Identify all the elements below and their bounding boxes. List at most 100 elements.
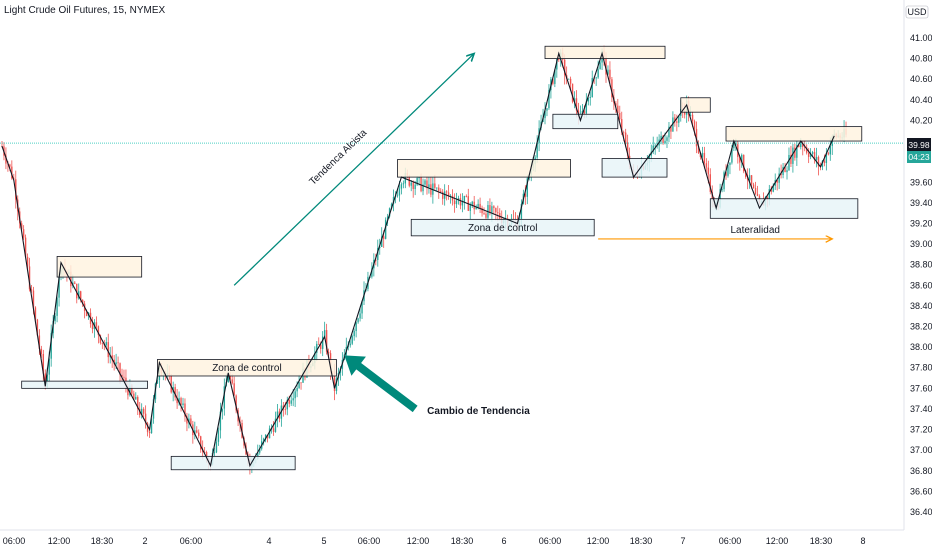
candle-body [178, 398, 180, 404]
candle-body [800, 142, 802, 148]
candle-body [733, 144, 735, 149]
zone-box[interactable] [157, 359, 337, 377]
zone-box[interactable] [544, 45, 666, 60]
candle-body [485, 213, 487, 218]
candle-body [196, 430, 198, 433]
candle-body [491, 206, 493, 213]
time-axis[interactable]: 06:00 12:00 18:30 2 06:00 4 5 06:00 12:00 18:30 6 0… [0, 529, 904, 546]
candle-body [624, 132, 627, 143]
candle-body [26, 256, 29, 267]
y-tick-label: 40.40 [910, 95, 932, 105]
candle-body [792, 147, 794, 164]
zone-box[interactable] [680, 97, 711, 113]
candle-body [536, 142, 538, 158]
candle-body [402, 183, 405, 185]
y-tick-label: 36.60 [910, 486, 932, 496]
candle-body [133, 393, 135, 400]
candle-body [24, 237, 27, 257]
candle-body [548, 90, 550, 109]
candle-body [674, 117, 676, 122]
candle-body [778, 173, 780, 183]
zone-box[interactable] [170, 455, 296, 471]
candle-body [257, 452, 259, 459]
candle-body [707, 167, 710, 175]
candle-body [430, 184, 432, 195]
candle-body [607, 69, 609, 75]
candle-body [44, 373, 46, 387]
candle-body [794, 147, 796, 158]
x-tick-label: 7 [680, 536, 685, 546]
zone-box[interactable] [410, 218, 595, 237]
candle-body [804, 146, 806, 148]
zone-box[interactable] [21, 380, 148, 389]
candle-body [746, 177, 749, 181]
last-price-badge [907, 138, 931, 151]
candle-body [131, 385, 133, 394]
candle-body [436, 187, 438, 189]
zone-box[interactable] [552, 113, 619, 130]
x-tick-label: 18:30 [630, 536, 653, 546]
candle-body [786, 170, 788, 173]
candle-body [266, 434, 269, 439]
price-axis[interactable]: 41.00 40.80 40.60 40.40 40.20 39.60 39.40 39.20… [903, 0, 932, 530]
candle-body [546, 108, 548, 111]
candle-body [135, 396, 137, 400]
candle-body [377, 248, 379, 260]
candle-body [571, 83, 574, 102]
candle-body [817, 157, 820, 167]
candle-body [668, 126, 670, 138]
candle-body [349, 343, 351, 346]
candle-body [288, 399, 290, 404]
candle-body [272, 428, 275, 432]
candle-body [180, 398, 182, 405]
callout-arrow[interactable] [344, 355, 418, 413]
candle-body [213, 452, 216, 454]
candle-body [544, 110, 546, 119]
y-tick-label: 40.20 [910, 115, 932, 125]
candle-body [79, 291, 82, 300]
candle-body [526, 178, 529, 197]
candle-body [127, 385, 129, 396]
zone-box[interactable] [725, 126, 863, 142]
candle-body [119, 363, 121, 375]
candle-body [335, 378, 338, 392]
candle-body [259, 448, 261, 453]
candle-body [274, 418, 277, 432]
candle-body [414, 184, 416, 189]
trend-arrow[interactable] [233, 53, 474, 286]
zone-box[interactable] [56, 256, 143, 278]
candle-body [30, 289, 33, 291]
candle-body [300, 382, 302, 384]
y-tick-label: 40.80 [910, 54, 932, 64]
zones-layer: Zona de control Zona de control [21, 45, 863, 471]
candle-body [316, 343, 318, 353]
lateral-label: Lateralidad [730, 225, 779, 236]
candle-body [70, 271, 72, 287]
candle-body [381, 236, 383, 247]
candle-body [219, 411, 222, 431]
candle-body [447, 192, 450, 196]
candle-body [664, 140, 666, 144]
candle-body [231, 379, 233, 384]
candle-body [81, 299, 84, 304]
candle-body [400, 184, 403, 189]
candle-body [739, 156, 741, 163]
zone-box[interactable] [397, 159, 571, 178]
zone-box[interactable] [601, 158, 668, 178]
candle-body [382, 236, 385, 239]
zone-box[interactable] [709, 198, 859, 219]
candle-body [440, 190, 442, 192]
candle-body [825, 153, 828, 163]
candle-body [788, 154, 790, 171]
candle-body [323, 330, 326, 337]
countdown-badge [907, 151, 931, 163]
x-tick-label: 8 [860, 536, 865, 546]
candle-body [410, 182, 412, 186]
candle-body [493, 206, 495, 209]
candle-body [754, 187, 757, 194]
candle-body [91, 323, 94, 330]
candle-body [611, 79, 613, 98]
candle-body [735, 144, 737, 145]
candle-body [678, 115, 680, 123]
